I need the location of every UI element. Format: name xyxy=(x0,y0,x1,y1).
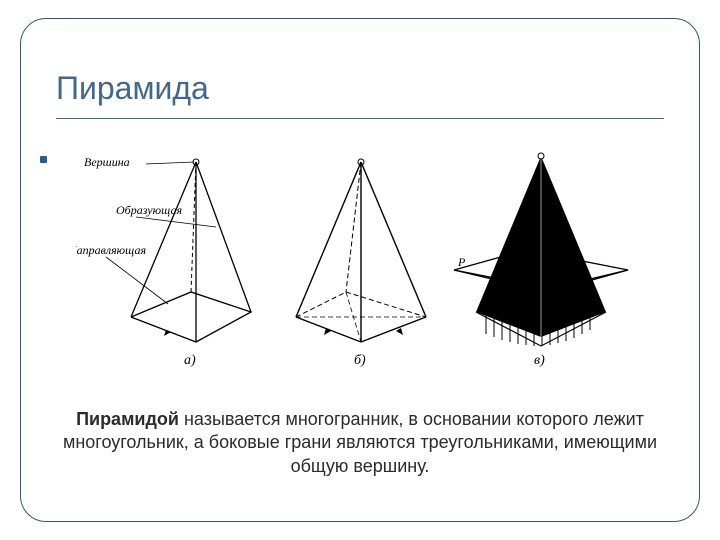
bullet-dot xyxy=(40,156,47,163)
definition-text: Пирамидой называется многогранник, в осн… xyxy=(60,408,660,478)
label-b: б) xyxy=(354,353,366,368)
figure-c: P xyxy=(454,153,628,368)
slide: Пирамида Вершина Обр xyxy=(0,0,720,540)
figure-b: б) xyxy=(296,159,426,368)
label-c: в) xyxy=(534,353,545,368)
figure-a: Вершина Образующая Направляющая а) xyxy=(76,155,251,368)
label-guide: Направляющая xyxy=(76,243,147,257)
title-rule xyxy=(56,118,664,119)
definition-term: Пирамидой xyxy=(76,409,179,429)
label-apex: Вершина xyxy=(84,155,130,169)
label-p: P xyxy=(457,255,466,269)
slide-title: Пирамида xyxy=(56,70,209,107)
pyramid-figures: Вершина Образующая Направляющая а) xyxy=(76,142,636,372)
label-lateral: Образующая xyxy=(116,203,182,217)
label-a: а) xyxy=(184,353,196,368)
